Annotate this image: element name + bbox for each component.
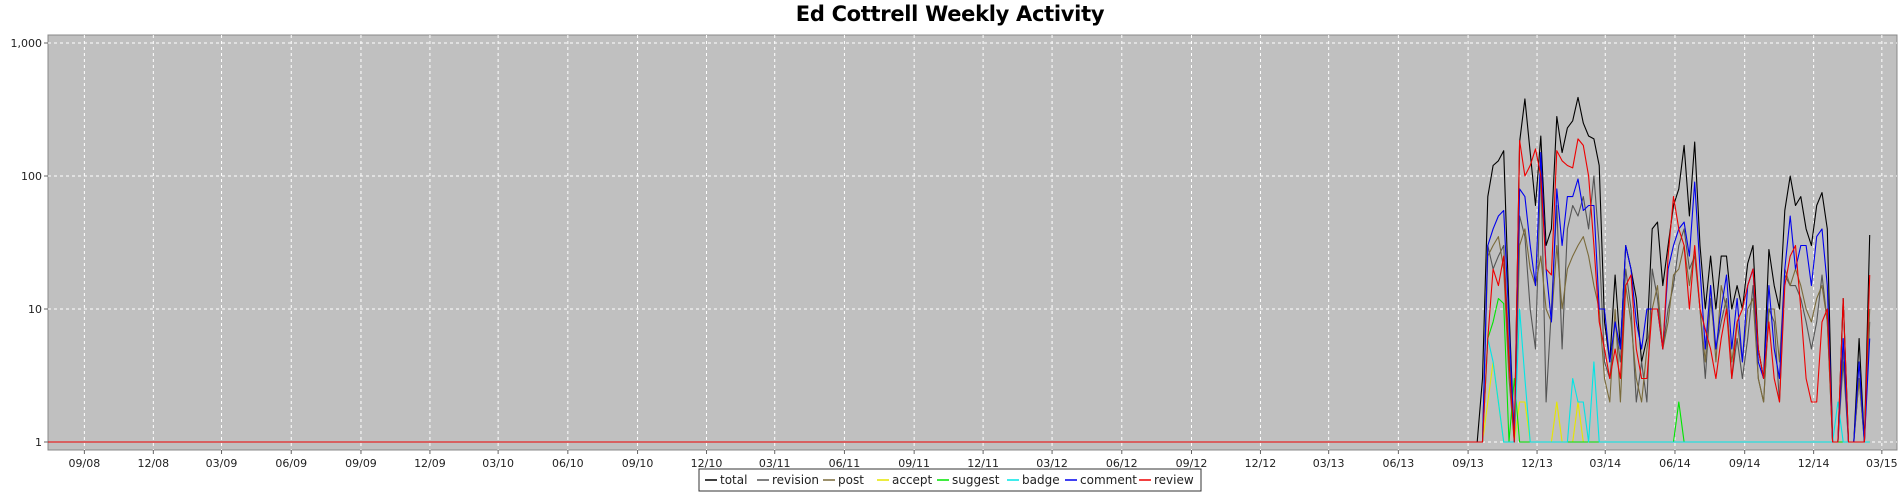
legend-box	[698, 468, 1202, 492]
x-tick-label: 12/08	[137, 457, 169, 470]
series-layer	[48, 96, 1871, 443]
x-tick-label: 09/08	[69, 457, 101, 470]
legend-label-post: post	[838, 473, 864, 487]
x-tick-label: 09/09	[345, 457, 377, 470]
x-tick-label: 06/10	[552, 457, 584, 470]
axis-layer: 1 10 100 1,000 09/08 12/08 03/09 06/09 09/09 12/0…	[11, 37, 1898, 470]
x-tick-label: 03/13	[1313, 457, 1345, 470]
legend-label-revision: revision	[772, 473, 819, 487]
series-line-revision	[1477, 164, 1871, 443]
x-tick-label: 06/09	[275, 457, 307, 470]
x-tick-label: 06/11	[829, 457, 861, 470]
x-tick-label: 03/14	[1589, 457, 1621, 470]
legend-label-total: total	[720, 473, 747, 487]
x-tick-label: 03/10	[482, 457, 514, 470]
x-tick-label: 06/14	[1659, 457, 1691, 470]
x-tick-label: 03/09	[206, 457, 238, 470]
legend-label-suggest: suggest	[952, 473, 1000, 487]
y-tick-label: 10	[28, 303, 42, 316]
legend-label-comment: comment	[1080, 473, 1137, 487]
x-tick-label: 12/13	[1521, 457, 1553, 470]
x-tick-label: 09/11	[898, 457, 930, 470]
x-tick-label: 03/11	[759, 457, 791, 470]
series-line-comment	[1477, 152, 1871, 443]
x-tick-label: 12/14	[1798, 457, 1830, 470]
x-tick-label: 09/14	[1729, 457, 1761, 470]
plot-background	[47, 34, 1898, 451]
x-tick-label: 12/12	[1245, 457, 1277, 470]
series-line-total	[1476, 96, 1871, 443]
y-tick-label: 1,000	[11, 37, 43, 50]
legend: total revision post accept suggest badge comme…	[698, 468, 1202, 492]
x-tick-label: 12/09	[414, 457, 446, 470]
legend-label-badge: badge	[1022, 473, 1060, 487]
series-line-review	[1477, 138, 1871, 443]
legend-label-review: review	[1154, 473, 1194, 487]
x-tick-label: 03/12	[1036, 457, 1068, 470]
x-tick-label: 12/10	[691, 457, 723, 470]
x-tick-label: 12/11	[967, 457, 999, 470]
y-tick-label: 100	[21, 170, 42, 183]
legend-label-accept: accept	[892, 473, 933, 487]
y-tick-label: 1	[35, 436, 42, 449]
x-tick-label: 09/12	[1176, 457, 1208, 470]
series-line-badge	[1477, 308, 1870, 443]
x-tick-label: 03/15	[1866, 457, 1898, 470]
series-line-post	[1477, 228, 1871, 443]
x-tick-label: 06/13	[1383, 457, 1415, 470]
x-tick-label: 06/12	[1106, 457, 1138, 470]
x-tick-label: 09/10	[622, 457, 654, 470]
x-tick-label: 09/13	[1452, 457, 1484, 470]
chart-title: Ed Cottrell Weekly Activity	[795, 2, 1105, 26]
